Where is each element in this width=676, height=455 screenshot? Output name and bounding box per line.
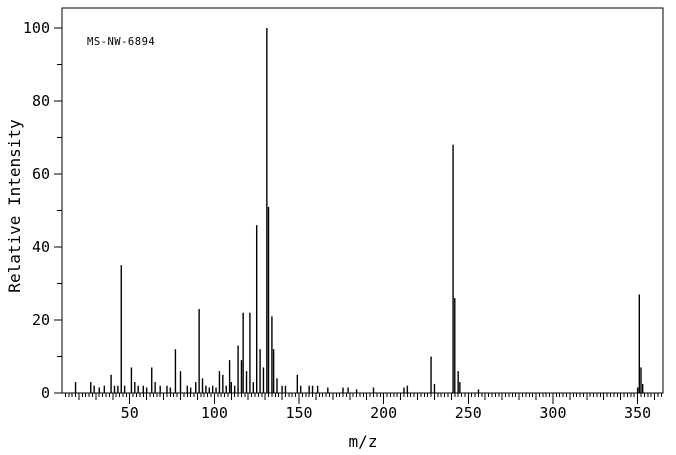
y-tick-label: 60 xyxy=(32,165,50,183)
x-tick-label: 250 xyxy=(455,404,482,422)
x-axis-ticks xyxy=(64,393,662,404)
x-axis-title: m/z xyxy=(349,432,378,451)
y-tick-label: 100 xyxy=(23,19,50,37)
spectrum-peaks xyxy=(74,28,644,393)
plot-frame xyxy=(61,7,664,394)
spectrum-id-annotation: MS-NW-6894 xyxy=(87,36,155,48)
x-tick-label: 200 xyxy=(370,404,397,422)
y-tick-label: 0 xyxy=(41,384,50,402)
y-tick-label: 20 xyxy=(32,311,50,329)
x-tick-label: 50 xyxy=(121,404,139,422)
y-axis-ticks xyxy=(54,27,62,394)
x-tick-label: 350 xyxy=(624,404,651,422)
y-axis-tick-labels: 0 20 40 60 80 100 xyxy=(23,19,50,402)
y-tick-label: 80 xyxy=(32,92,50,110)
x-axis-tick-labels: 50 100 150 200 250 300 350 xyxy=(121,404,651,422)
x-tick-label: 100 xyxy=(201,404,228,422)
x-tick-label: 150 xyxy=(285,404,312,422)
y-axis-title: Relative Intensity xyxy=(5,119,24,293)
x-tick-label: 300 xyxy=(539,404,566,422)
y-tick-label: 40 xyxy=(32,238,50,256)
